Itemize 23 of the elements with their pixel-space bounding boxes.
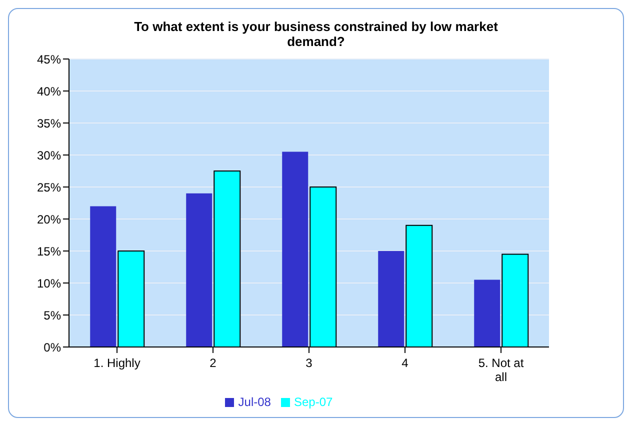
x-tick-label: 1. Highly xyxy=(94,356,140,370)
y-tick-label: 35% xyxy=(36,116,62,130)
y-tick-label: 20% xyxy=(36,212,62,226)
y-tick-label: 30% xyxy=(36,148,62,162)
y-tick-label: 45% xyxy=(36,52,62,66)
y-tick-label: 10% xyxy=(36,276,62,290)
bar xyxy=(186,193,212,347)
bar xyxy=(378,251,404,347)
y-tick-label: 40% xyxy=(36,84,62,98)
legend-label: Jul-08 xyxy=(238,395,271,409)
legend-label: Sep-07 xyxy=(294,395,333,409)
y-tick-label: 0% xyxy=(44,340,62,354)
bar xyxy=(90,206,116,347)
y-tick-label: 25% xyxy=(36,180,62,194)
bar xyxy=(474,280,500,347)
y-tick-label: 5% xyxy=(44,308,62,322)
x-tick-label: 4 xyxy=(402,356,409,370)
x-tick-label: 2 xyxy=(210,356,217,370)
bar xyxy=(282,152,308,347)
x-tick-label: 3 xyxy=(306,356,313,370)
x-tick-label: 5. Not at all xyxy=(478,356,524,384)
y-tick-label: 15% xyxy=(36,244,62,258)
chart-title: To what extent is your business constrained by low market demand? xyxy=(133,18,499,49)
